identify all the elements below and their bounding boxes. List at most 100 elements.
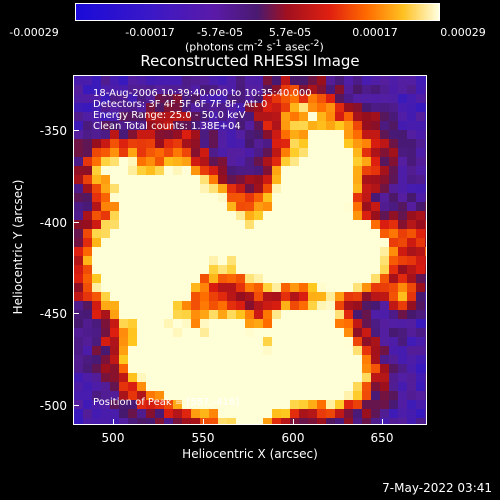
image-pixel <box>326 310 336 320</box>
image-pixel <box>263 337 273 347</box>
image-pixel <box>416 94 426 104</box>
image-pixel <box>317 400 327 410</box>
image-pixel <box>254 103 264 113</box>
image-pixel <box>200 112 210 122</box>
image-pixel <box>182 229 192 239</box>
image-pixel <box>128 391 138 401</box>
image-pixel <box>389 283 399 293</box>
image-pixel <box>164 121 174 131</box>
image-pixel <box>407 103 417 113</box>
image-pixel <box>299 166 309 176</box>
image-pixel <box>353 301 363 311</box>
image-pixel <box>119 175 129 185</box>
image-pixel <box>254 364 264 374</box>
image-pixel <box>74 364 84 374</box>
image-pixel <box>200 247 210 257</box>
image-pixel <box>326 292 336 302</box>
image-pixel <box>281 220 291 230</box>
image-pixel <box>263 301 273 311</box>
image-pixel <box>407 355 417 365</box>
image-pixel <box>353 193 363 203</box>
image-pixel <box>263 418 273 424</box>
image-pixel <box>173 265 183 275</box>
image-pixel <box>317 247 327 257</box>
image-pixel <box>227 265 237 275</box>
image-pixel <box>173 283 183 293</box>
image-pixel <box>92 202 102 212</box>
image-pixel <box>398 418 408 424</box>
image-pixel <box>389 301 399 311</box>
image-pixel <box>119 274 129 284</box>
image-pixel <box>290 112 300 122</box>
image-pixel <box>272 337 282 347</box>
image-pixel <box>191 274 201 284</box>
image-pixel <box>200 418 210 424</box>
image-pixel <box>416 103 426 113</box>
image-pixel <box>245 337 255 347</box>
image-pixel <box>245 76 255 86</box>
image-pixel <box>209 337 219 347</box>
image-pixel <box>299 355 309 365</box>
image-pixel <box>92 85 102 95</box>
image-pixel <box>425 202 426 212</box>
image-pixel <box>110 301 120 311</box>
image-pixel <box>209 166 219 176</box>
image-pixel <box>299 319 309 329</box>
image-pixel <box>308 382 318 392</box>
image-pixel <box>83 103 93 113</box>
image-pixel <box>254 382 264 392</box>
image-pixel <box>290 382 300 392</box>
image-pixel <box>263 229 273 239</box>
image-pixel <box>83 292 93 302</box>
image-pixel <box>317 274 327 284</box>
image-pixel <box>389 202 399 212</box>
image-pixel <box>290 220 300 230</box>
image-pixel <box>101 112 111 122</box>
image-pixel <box>236 211 246 221</box>
image-pixel <box>344 202 354 212</box>
image-pixel <box>317 373 327 383</box>
image-pixel <box>218 382 228 392</box>
image-pixel <box>155 274 165 284</box>
image-pixel <box>83 94 93 104</box>
image-pixel <box>398 166 408 176</box>
image-pixel <box>272 346 282 356</box>
image-pixel <box>263 103 273 113</box>
image-pixel <box>110 184 120 194</box>
image-pixel <box>290 76 300 86</box>
image-pixel <box>326 256 336 266</box>
image-pixel <box>299 310 309 320</box>
image-pixel <box>380 292 390 302</box>
image-pixel <box>344 391 354 401</box>
image-pixel <box>227 319 237 329</box>
x-tick-mark <box>293 419 294 425</box>
image-pixel <box>398 373 408 383</box>
image-pixel <box>272 121 282 131</box>
image-pixel <box>245 373 255 383</box>
image-pixel <box>137 229 147 239</box>
image-pixel <box>245 166 255 176</box>
image-pixel <box>353 418 363 424</box>
image-pixel <box>371 139 381 149</box>
image-pixel <box>146 202 156 212</box>
image-pixel <box>263 319 273 329</box>
image-pixel <box>119 103 129 113</box>
image-pixel <box>317 139 327 149</box>
image-pixel <box>92 148 102 158</box>
image-pixel <box>407 139 417 149</box>
image-pixel <box>101 166 111 176</box>
image-pixel <box>380 103 390 113</box>
image-pixel <box>200 373 210 383</box>
image-pixel <box>281 418 291 424</box>
image-pixel <box>362 112 372 122</box>
image-pixel <box>299 409 309 419</box>
image-pixel <box>407 283 417 293</box>
image-pixel <box>299 148 309 158</box>
image-pixel <box>146 256 156 266</box>
image-pixel <box>110 337 120 347</box>
image-pixel <box>362 283 372 293</box>
image-pixel <box>425 220 426 230</box>
image-pixel <box>362 391 372 401</box>
image-pixel <box>299 418 309 424</box>
image-pixel <box>155 301 165 311</box>
